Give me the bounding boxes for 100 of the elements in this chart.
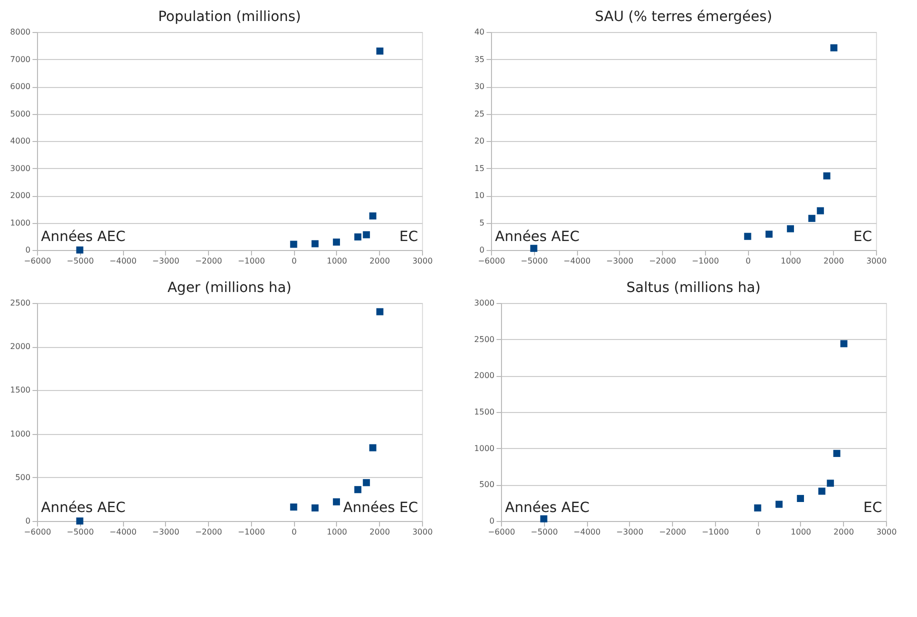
point	[354, 233, 362, 240]
annotation: Années AEC	[505, 500, 590, 516]
x-tick-label: −4000	[110, 528, 137, 536]
x-tick-label: −5000	[520, 256, 548, 266]
y-tick-label: 35	[474, 54, 484, 64]
y-tick-label: 15	[474, 164, 484, 173]
chart-title: Ager (millions ha)	[167, 280, 292, 296]
x-tick-label: −3000	[606, 256, 634, 266]
y-tick-label: 25	[474, 109, 484, 118]
x-tick-label: −5000	[530, 528, 558, 536]
point	[369, 212, 376, 220]
x-tick-label: 1000	[790, 528, 812, 536]
point	[754, 504, 762, 512]
y-tick-label: 500	[15, 472, 30, 482]
point	[76, 246, 84, 254]
point	[369, 444, 376, 452]
point	[816, 207, 824, 214]
x-tick-label: 3000	[412, 528, 433, 536]
y-tick-label: 8000	[10, 28, 30, 36]
y-tick-label: 3000	[10, 164, 30, 173]
point	[332, 498, 340, 506]
point	[376, 308, 384, 316]
annotation: Années AEC	[41, 229, 126, 245]
y-tick-label: 4000	[10, 136, 30, 146]
x-tick-label: −4000	[574, 528, 601, 536]
point	[818, 488, 826, 495]
point	[540, 515, 548, 522]
point	[530, 244, 538, 252]
chart-title: Saltus (millions ha)	[626, 280, 761, 296]
y-tick-label: 2000	[10, 191, 30, 200]
y-tick-label: 0	[489, 516, 494, 526]
y-tick-label: 3000	[474, 298, 494, 308]
y-tick-label: 500	[479, 480, 494, 490]
x-tick-label: −5000	[66, 528, 94, 536]
point	[776, 500, 783, 508]
y-tick-label: 5000	[10, 109, 30, 118]
x-tick-label: 1000	[326, 528, 348, 536]
chart-title: SAU (% terres émergées)	[594, 9, 772, 25]
y-tick-label: 5	[479, 218, 484, 228]
point	[362, 479, 370, 486]
y-tick-label: 0	[25, 246, 30, 254]
y-tick-label: 1000	[10, 429, 30, 438]
point	[796, 494, 804, 502]
x-tick-label: −3000	[152, 528, 180, 536]
y-tick-label: 20	[474, 136, 484, 146]
x-tick-label: −1000	[238, 528, 265, 536]
y-tick-label: 10	[474, 191, 484, 200]
annotation: EC	[853, 229, 872, 245]
x-tick-label: −3000	[616, 528, 644, 536]
point	[840, 340, 848, 348]
y-tick-label: 0	[25, 516, 30, 526]
x-tick-label: 1000	[780, 256, 802, 266]
x-tick-label: 3000	[412, 256, 433, 266]
point	[290, 240, 298, 248]
point	[823, 172, 830, 180]
x-tick-label: 0	[746, 256, 751, 266]
x-tick-label: −2000	[659, 528, 686, 536]
point	[376, 48, 384, 55]
y-tick-label: 1000	[474, 444, 494, 453]
x-tick-label: −6000	[24, 256, 52, 266]
point	[766, 230, 773, 238]
annotation: Années AEC	[41, 500, 126, 516]
point	[744, 232, 752, 240]
point	[76, 517, 84, 525]
annotation: EC	[399, 229, 418, 245]
x-tick-label: 2000	[370, 256, 390, 266]
annotation: EC	[863, 500, 882, 516]
y-tick-label: 1000	[10, 218, 30, 228]
x-tick-label: −4000	[564, 256, 591, 266]
x-tick-label: −6000	[24, 528, 52, 536]
x-tick-label: 0	[292, 528, 297, 536]
x-tick-label: 3000	[876, 528, 897, 536]
chart-title: Population (millions)	[158, 9, 301, 25]
x-tick-label: −2000	[649, 256, 676, 266]
y-tick-label: 2000	[474, 371, 494, 380]
x-tick-label: −1000	[238, 256, 265, 266]
x-tick-label: 1000	[326, 256, 348, 266]
point	[362, 231, 370, 238]
x-tick-label: 0	[292, 256, 297, 266]
point	[332, 238, 340, 246]
x-tick-label: 2000	[834, 528, 854, 536]
point	[833, 450, 840, 457]
annotation: Années AEC	[495, 229, 580, 245]
y-tick-label: 2000	[10, 342, 30, 352]
y-tick-label: 1500	[10, 386, 30, 395]
point	[830, 44, 838, 52]
point	[808, 214, 816, 222]
x-tick-label: −6000	[488, 528, 516, 536]
y-tick-label: 40	[474, 28, 484, 36]
point	[826, 480, 834, 487]
x-tick-label: 2000	[370, 528, 390, 536]
x-tick-label: −4000	[110, 256, 137, 266]
x-tick-label: 2000	[824, 256, 844, 266]
point	[290, 504, 298, 511]
point	[312, 504, 319, 512]
x-tick-label: 3000	[866, 256, 887, 266]
y-tick-label: 0	[479, 246, 484, 254]
x-tick-label: −6000	[478, 256, 506, 266]
y-tick-label: 2500	[474, 334, 494, 344]
y-tick-label: 30	[474, 82, 484, 91]
